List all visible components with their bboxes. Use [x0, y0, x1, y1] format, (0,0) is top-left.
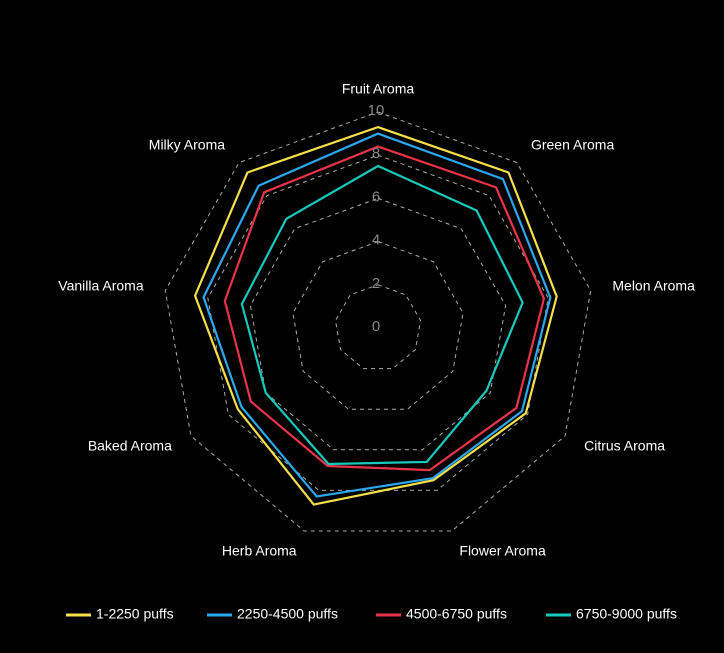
- y-tick-label: 6: [372, 188, 380, 205]
- y-tick-label: 2: [372, 275, 380, 292]
- grid-ring: [164, 111, 592, 532]
- axis-label: Melon Aroma: [612, 277, 695, 293]
- y-tick-label: 4: [372, 232, 380, 249]
- grid-ring: [292, 241, 464, 410]
- legend-label: 2250-4500 puffs: [237, 606, 338, 622]
- axis-label: Citrus Aroma: [584, 438, 665, 454]
- legend-label: 6750-9000 puffs: [576, 606, 677, 622]
- y-tick-label: 10: [368, 102, 385, 119]
- axis-label: Green Aroma: [531, 136, 614, 152]
- axis-label: Baked Aroma: [88, 438, 172, 454]
- legend-label: 1-2250 puffs: [96, 606, 174, 622]
- series-line: [202, 132, 552, 498]
- series-line: [193, 125, 558, 506]
- series-line: [240, 164, 524, 466]
- axis-label: Fruit Aroma: [342, 81, 415, 97]
- axis-label: Milky Aroma: [149, 136, 225, 152]
- y-tick-label: 0: [372, 318, 380, 335]
- legend-label: 4500-6750 puffs: [406, 606, 507, 622]
- grid-ring: [207, 154, 549, 491]
- y-tick-label: 8: [372, 145, 380, 162]
- axis-label: Flower Aroma: [459, 542, 546, 558]
- grid-ring: [249, 197, 507, 451]
- axis-label: Vanilla Aroma: [58, 277, 144, 293]
- axis-label: Herb Aroma: [222, 542, 297, 558]
- series-line: [223, 145, 546, 472]
